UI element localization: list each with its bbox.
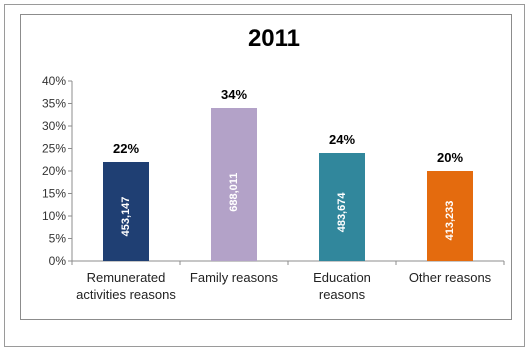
x-category-label: Other reasons [409, 270, 492, 285]
y-tick-label: 35% [42, 97, 66, 111]
bar-chart: 2011 0% 5% 10% 15% 20% 25% 30% 35% 40% 22% 453,14… [42, 25, 505, 302]
bar-value-label: 34% [221, 87, 247, 102]
x-category-label: Family reasons [190, 270, 279, 285]
figure-frame: 2011 0% 5% 10% 15% 20% 25% 30% 35% 40% 22% 453,14… [4, 4, 525, 347]
bar-value-label: 20% [437, 150, 463, 165]
bar-inner-label: 688,011 [228, 173, 240, 212]
y-tick-label: 15% [42, 187, 66, 201]
bar-inner-label: 483,674 [336, 192, 348, 233]
chart-title: 2011 [248, 25, 300, 52]
bar-inner-label: 413,233 [444, 201, 456, 241]
y-tick-label: 5% [49, 232, 67, 246]
y-tick-label: 25% [42, 142, 66, 156]
bar-value-label: 24% [329, 132, 355, 147]
bar [103, 162, 149, 261]
x-category-label: Remunerated [87, 270, 166, 285]
labels: 22% 453,147 Remunerated activities reasons 3… [76, 87, 492, 302]
bar [319, 153, 365, 261]
y-tick-label: 0% [49, 254, 67, 268]
y-tick-label: 20% [42, 164, 66, 178]
bar [427, 171, 473, 261]
y-tick-label: 30% [42, 119, 66, 133]
bar-value-label: 22% [113, 141, 139, 156]
y-tick-label: 10% [42, 209, 66, 223]
x-category-label: Education [313, 270, 371, 285]
x-category-label: activities reasons [76, 287, 176, 302]
bar [211, 108, 257, 261]
chart-area: 2011 0% 5% 10% 15% 20% 25% 30% 35% 40% 22% 453,14… [20, 14, 512, 320]
y-tick-label: 40% [42, 74, 66, 88]
bars [103, 108, 473, 261]
bar-inner-label: 453,147 [120, 197, 132, 237]
x-category-label: reasons [319, 287, 366, 302]
